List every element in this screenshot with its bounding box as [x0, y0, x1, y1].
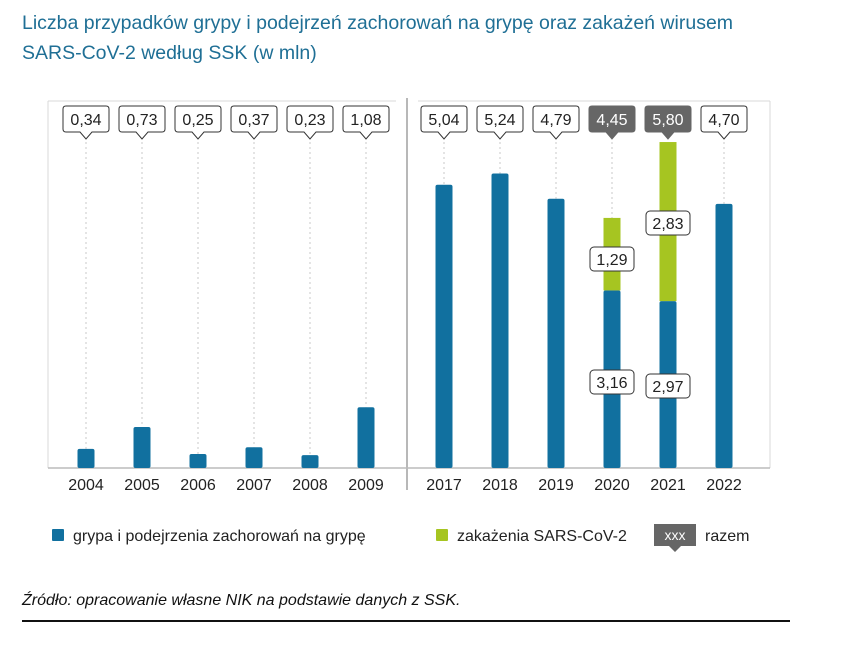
x-tick-label-2004: 2004 [68, 477, 104, 494]
x-tick-label-2007: 2007 [236, 477, 272, 494]
legend-label-covid: zakażenia SARS-CoV-2 [457, 528, 627, 545]
total-label-2006: 0,25 [182, 112, 213, 129]
segment-label-box-flu-2020 [589, 369, 635, 395]
bar-flu-2017 [435, 184, 453, 468]
legend-label-flu: grypa i podejrzenia zachorowań na grypę [73, 528, 366, 545]
x-tick-label-2006: 2006 [180, 477, 216, 494]
bar-flu-2005 [133, 426, 151, 468]
bar-flu-2018 [491, 173, 509, 468]
total-label-2018: 5,24 [484, 112, 515, 129]
bar-flu-2019 [547, 198, 565, 468]
bar-flu-2008 [301, 455, 319, 468]
total-label-2017: 5,04 [428, 112, 459, 129]
segment-label-flu-2020: 3,16 [596, 375, 627, 392]
segment-label-covid-2020: 1,29 [596, 252, 627, 269]
bar-flu-2004 [77, 448, 95, 468]
segment-label-box-flu-2021 [645, 373, 691, 399]
x-tick-label-2018: 2018 [482, 477, 518, 494]
total-callout-box-2005 [118, 105, 166, 140]
x-tick-label-2017: 2017 [426, 477, 462, 494]
total-callout-box-2007 [230, 105, 278, 140]
total-callout-box-2020 [588, 105, 636, 140]
total-label-2005: 0,73 [126, 112, 157, 129]
x-tick-label-2020: 2020 [594, 477, 630, 494]
x-tick-label-2022: 2022 [706, 477, 742, 494]
stacked-bar-chart: 3,16 1,29 2,97 2,83 0,34 0,73 0,25 0,37 0,23 1,08… [47, 98, 771, 552]
total-callout-box-2022 [700, 105, 748, 140]
legend-swatch-total-text: xxx [665, 527, 686, 543]
chart-title-line-2: SARS-CoV-2 według SSK (w mln) [22, 42, 317, 64]
bar-flu-2006 [189, 453, 207, 468]
total-label-2004: 0,34 [70, 112, 101, 129]
bar-flu-2007 [245, 447, 263, 468]
total-label-2020: 4,45 [596, 112, 627, 129]
segment-label-flu-2021: 2,97 [652, 379, 683, 396]
x-tick-label-2009: 2009 [348, 477, 384, 494]
x-tick-label-2005: 2005 [124, 477, 160, 494]
chart-title-line-1: Liczba przypadków grypy i podejrzeń zach… [22, 12, 734, 34]
total-label-2008: 0,23 [294, 112, 325, 129]
total-label-2009: 1,08 [350, 112, 381, 129]
source-divider [22, 620, 790, 622]
x-tick-label-2021: 2021 [650, 477, 686, 494]
x-tick-label-2019: 2019 [538, 477, 574, 494]
legend-swatch-total [654, 524, 696, 552]
segment-label-box-covid-2021 [645, 210, 691, 236]
segment-label-covid-2021: 2,83 [652, 216, 683, 233]
total-callout-box-2021 [644, 105, 692, 140]
segment-label-box-covid-2020 [589, 246, 635, 272]
total-label-2019: 4,79 [540, 112, 571, 129]
total-callout-box-2019 [532, 105, 580, 140]
legend-swatch-flu [52, 529, 64, 541]
legend-swatch-covid [436, 529, 448, 541]
source-note: Źródło: opracowanie własne NIK na podsta… [22, 592, 461, 609]
total-callout-box-2009 [342, 105, 390, 140]
total-callout-box-2008 [286, 105, 334, 140]
total-callout-box-2006 [174, 105, 222, 140]
total-callout-box-2017 [420, 105, 468, 140]
legend-label-total: razem [705, 528, 749, 545]
total-label-2022: 4,70 [708, 112, 739, 129]
x-tick-label-2008: 2008 [292, 477, 328, 494]
total-label-2007: 0,37 [238, 112, 269, 129]
bar-flu-2022 [715, 203, 733, 469]
chart-title: Liczba przypadków grypy i podejrzeń zach… [22, 8, 822, 68]
total-label-2021: 5,80 [652, 112, 683, 129]
total-callout-box-2018 [476, 105, 524, 140]
bar-flu-2009 [357, 407, 375, 468]
total-callout-box-2004 [62, 105, 110, 140]
